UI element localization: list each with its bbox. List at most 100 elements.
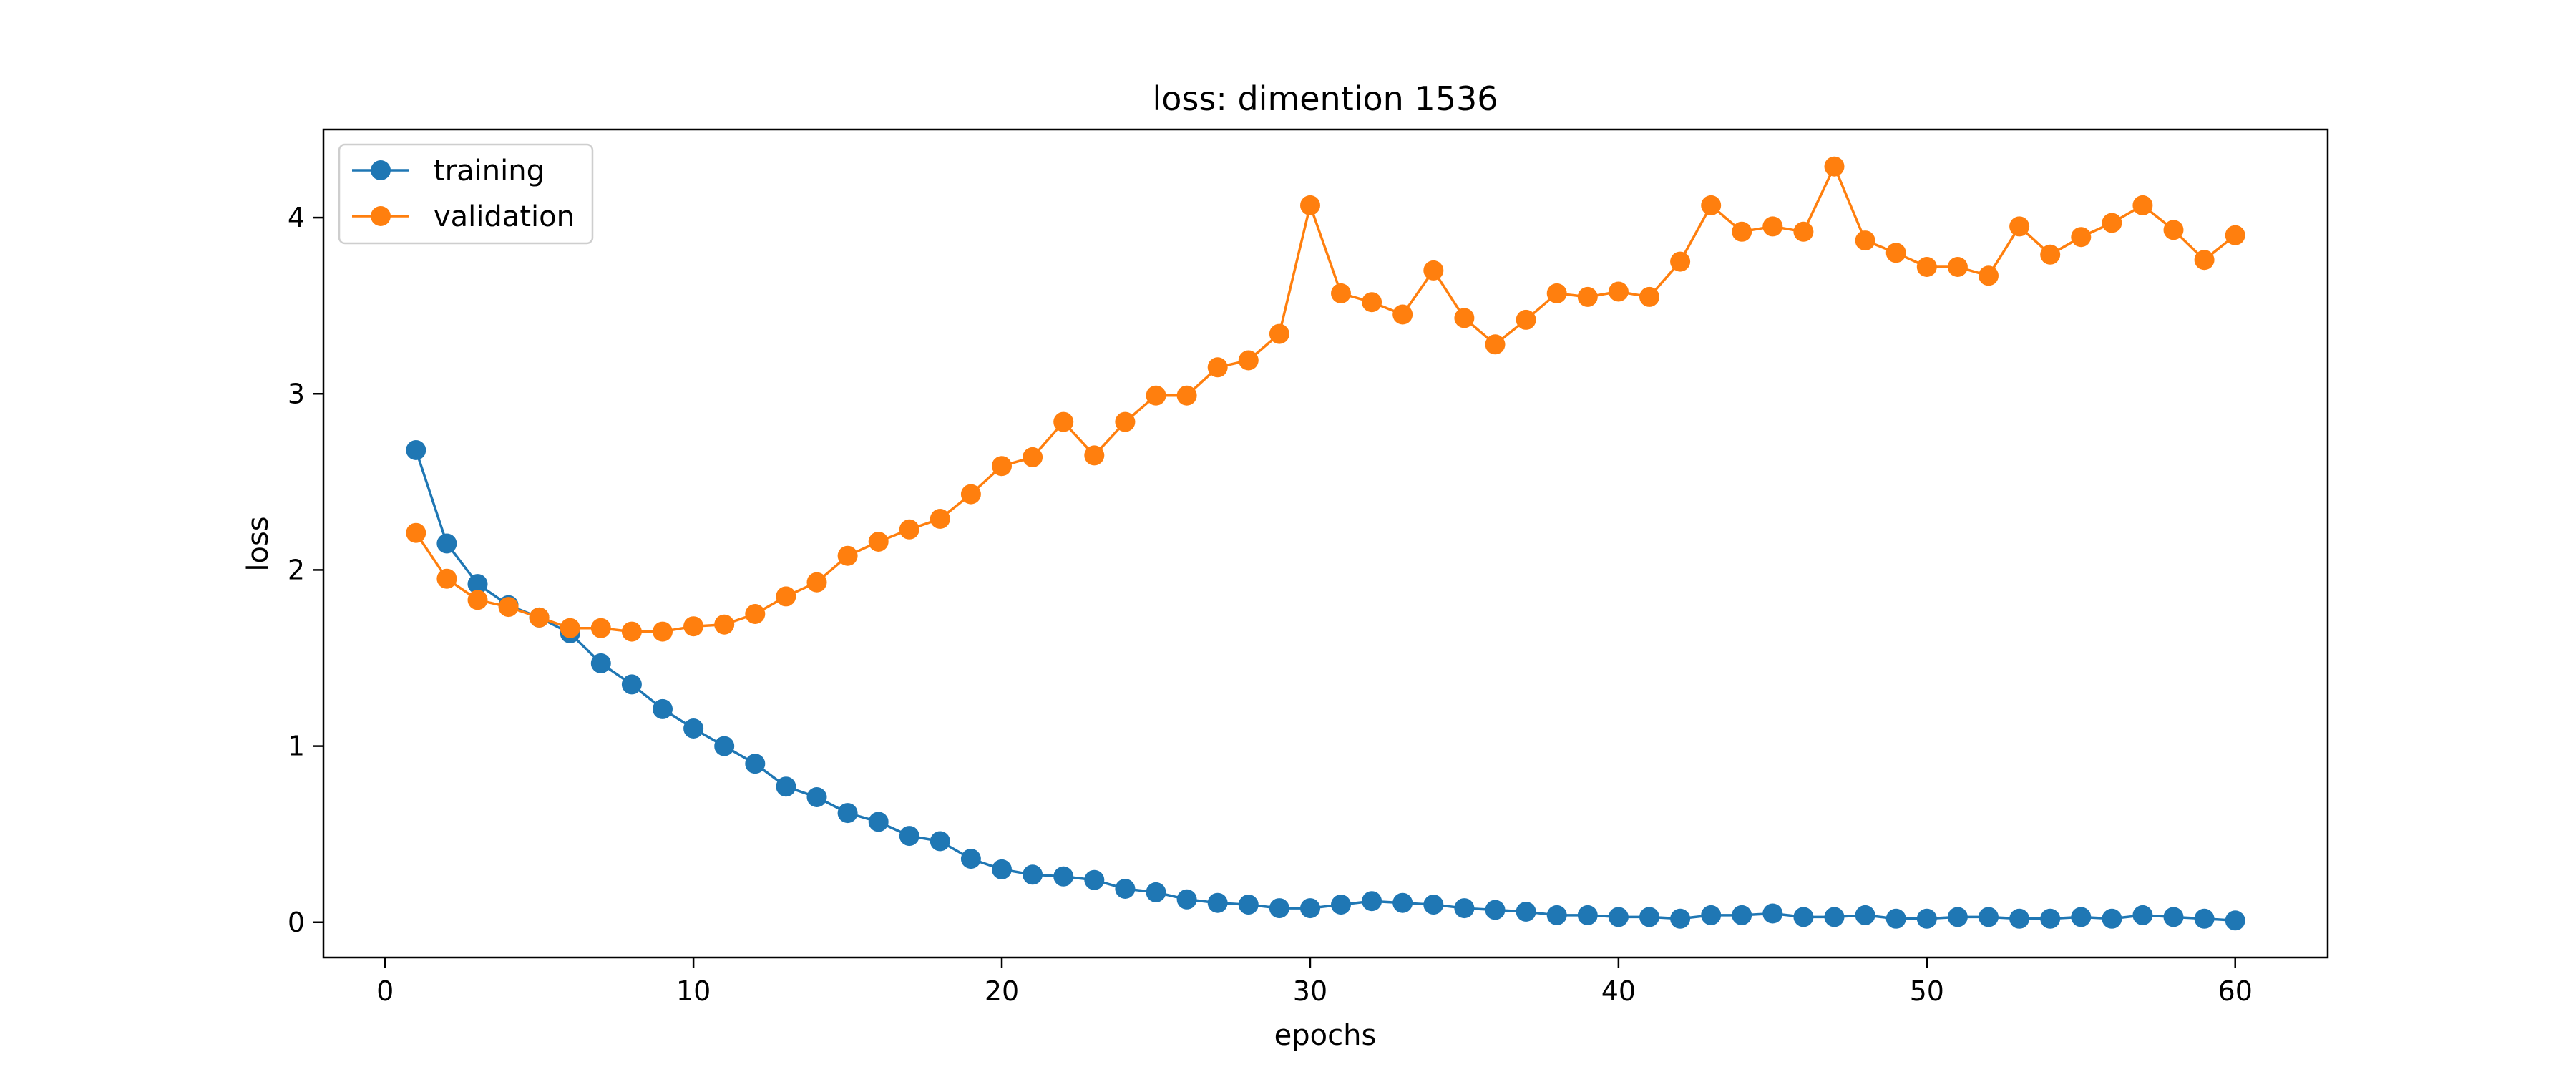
validation-point — [467, 590, 488, 610]
training-point — [1053, 866, 1074, 887]
validation-point — [1670, 251, 1691, 272]
validation-point — [1546, 283, 1567, 303]
training-point — [1546, 905, 1567, 925]
validation-point — [1916, 257, 1937, 277]
validation-point — [2132, 195, 2153, 215]
y-tick-label: 0 — [288, 907, 305, 938]
validation-point — [837, 545, 858, 566]
validation-point — [1793, 221, 1814, 242]
x-tick-label: 10 — [676, 975, 711, 1007]
training-point — [1979, 907, 1999, 927]
validation-point — [1979, 265, 1999, 286]
validation-point — [806, 572, 827, 593]
y-tick-label: 4 — [288, 202, 305, 233]
training-point — [1269, 898, 1289, 919]
validation-point — [2102, 213, 2122, 233]
training-point — [714, 736, 735, 756]
validation-point — [560, 618, 580, 638]
training-point — [2102, 908, 2122, 929]
validation-point — [1392, 304, 1413, 325]
training-line — [414, 449, 2235, 922]
chart-title: loss: dimention 1536 — [1152, 79, 1498, 118]
validation-point — [1362, 292, 1382, 313]
training-point — [2132, 905, 2153, 925]
training-point — [776, 776, 796, 797]
validation-point — [1608, 281, 1629, 302]
validation-point — [406, 522, 426, 543]
validation-point — [1423, 260, 1444, 281]
y-tick-label: 2 — [288, 554, 305, 585]
training-point — [436, 533, 457, 554]
training-point — [1023, 864, 1043, 885]
training-point — [992, 859, 1012, 879]
validation-point — [960, 484, 981, 505]
x-axis-label: epochs — [1274, 1019, 1377, 1052]
plot-area — [406, 156, 2245, 931]
validation-point — [2071, 227, 2092, 248]
training-series — [406, 440, 2245, 931]
training-point — [406, 440, 426, 460]
plot-frame — [322, 128, 2329, 959]
training-point — [1916, 908, 1937, 929]
training-point — [1608, 907, 1629, 927]
validation-point — [2194, 250, 2215, 271]
training-point — [1207, 892, 1228, 913]
validation-point — [653, 621, 673, 642]
legend-marker-training — [371, 160, 391, 180]
validation-point — [529, 607, 550, 628]
validation-point — [1577, 286, 1598, 307]
validation-series — [406, 156, 2245, 642]
training-point — [2163, 907, 2184, 927]
training-point — [1639, 907, 1659, 927]
training-point — [806, 787, 827, 807]
validation-point — [745, 604, 766, 624]
training-point — [930, 831, 950, 852]
training-point — [1732, 905, 1752, 925]
validation-point — [992, 456, 1012, 477]
validation-point — [1885, 243, 1906, 263]
training-point — [1238, 895, 1259, 915]
validation-line — [414, 165, 2236, 633]
validation-point — [868, 532, 889, 552]
training-point — [683, 718, 704, 739]
validation-point — [1053, 411, 1074, 432]
validation-point — [1331, 283, 1351, 303]
training-point — [1392, 892, 1413, 913]
training-point — [1176, 889, 1197, 910]
validation-point — [1115, 411, 1136, 432]
training-point — [1300, 898, 1320, 919]
validation-point — [714, 614, 735, 635]
validation-point — [621, 621, 642, 642]
validation-point — [1454, 308, 1475, 328]
validation-point — [1238, 350, 1259, 371]
training-point — [2194, 908, 2215, 929]
training-point — [1885, 908, 1906, 929]
validation-point — [776, 586, 796, 607]
training-point — [2225, 910, 2245, 931]
training-point — [1362, 891, 1382, 912]
validation-point — [1146, 385, 1166, 406]
x-tick-label: 60 — [2218, 975, 2253, 1007]
legend: training validation — [338, 143, 594, 245]
training-point — [1701, 905, 1722, 925]
legend-label-validation: validation — [434, 200, 575, 233]
validation-point — [683, 616, 704, 637]
x-tick-label: 0 — [376, 975, 394, 1007]
validation-point — [1855, 230, 1875, 251]
axis-ticks: 0 10 20 30 40 50 60 0 1 2 3 4 — [288, 202, 2253, 1007]
validation-point — [1207, 357, 1228, 378]
validation-point — [1516, 309, 1536, 330]
training-point — [1824, 907, 1845, 927]
training-point — [621, 674, 642, 695]
validation-point — [1824, 156, 1845, 177]
validation-point — [498, 597, 519, 618]
x-tick-label: 50 — [1910, 975, 1944, 1007]
training-point — [1485, 900, 1506, 920]
validation-point — [1485, 334, 1506, 355]
training-point — [1454, 898, 1475, 919]
validation-point — [899, 519, 919, 540]
training-point — [868, 812, 889, 832]
training-point — [653, 698, 673, 719]
